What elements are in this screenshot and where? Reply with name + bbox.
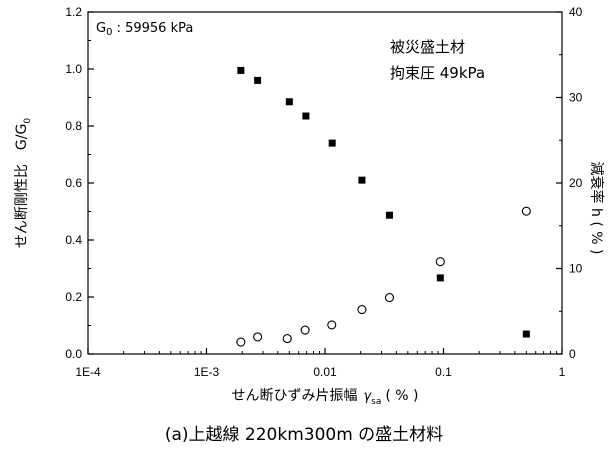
data-marks bbox=[236, 66, 531, 347]
stiffness-ratio-point bbox=[385, 211, 393, 219]
stiffness-ratio-point bbox=[436, 274, 444, 282]
damping-ratio-point bbox=[282, 334, 292, 344]
pressure-annotation: 拘束圧 49kPa bbox=[390, 64, 485, 82]
x-axis-ticks: 1E-4 1E-3 0.01 0.1 1 bbox=[75, 348, 566, 379]
y-axis-title: せん断剛性比 G/G0 bbox=[14, 118, 33, 248]
stiffness-ratio-point bbox=[358, 176, 366, 184]
y-tick-label: 0.2 bbox=[65, 290, 82, 304]
y2-tick-label: 10 bbox=[569, 262, 583, 276]
damping-ratio-point bbox=[435, 257, 445, 267]
y-axis-ticks: 0.0 0.2 0.4 0.6 0.8 1.0 1.2 bbox=[65, 5, 94, 361]
stiffness-ratio-point bbox=[302, 112, 310, 120]
y-tick-label: 1.0 bbox=[65, 62, 82, 76]
x-tick-label: 0.01 bbox=[313, 365, 337, 379]
y2-axis-ticks: 0 10 20 30 40 bbox=[556, 5, 583, 361]
material-annotation: 被災盛土材 bbox=[390, 38, 465, 56]
plot-frame bbox=[87, 11, 563, 355]
damping-ratio-point bbox=[300, 325, 310, 335]
y2-tick-label: 30 bbox=[569, 91, 583, 105]
g0-annotation: G0 : 59956 kPa bbox=[96, 21, 193, 38]
y2-tick-label: 0 bbox=[569, 347, 576, 361]
stiffness-ratio-point bbox=[522, 330, 530, 338]
stiffness-ratio-point bbox=[237, 66, 245, 74]
y-tick-label: 0.8 bbox=[65, 119, 82, 133]
y2-tick-label: 20 bbox=[569, 176, 583, 190]
x-tick-label: 1E-4 bbox=[75, 365, 101, 379]
damping-ratio-point bbox=[357, 304, 367, 315]
damping-ratio-point bbox=[236, 337, 246, 347]
stiffness-ratio-point bbox=[254, 76, 262, 84]
y-tick-label: 0.4 bbox=[65, 233, 82, 247]
stiffness-ratio-point bbox=[328, 139, 336, 147]
x-tick-label: 1E-3 bbox=[194, 365, 220, 379]
damping-ratio-point bbox=[327, 320, 337, 330]
figure-caption: (a)上越線 220km300m の盛土材料 bbox=[165, 425, 443, 445]
damping-ratio-point bbox=[521, 206, 531, 216]
damping-ratio-point bbox=[253, 332, 263, 342]
y2-axis-title: 減衰率 h ( % ) bbox=[588, 162, 605, 255]
x-axis-title: せん断ひずみ片振幅 γsa( % ) bbox=[231, 388, 418, 407]
y-tick-label: 1.2 bbox=[65, 5, 82, 19]
y2-tick-label: 40 bbox=[569, 5, 583, 19]
damping-ratio-point bbox=[384, 293, 395, 303]
stiffness-ratio-point bbox=[285, 98, 293, 106]
y-tick-label: 0.6 bbox=[65, 176, 82, 190]
y-tick-label: 0.0 bbox=[65, 347, 82, 361]
x-tick-label: 0.1 bbox=[435, 365, 452, 379]
x-tick-label: 1 bbox=[559, 365, 566, 379]
